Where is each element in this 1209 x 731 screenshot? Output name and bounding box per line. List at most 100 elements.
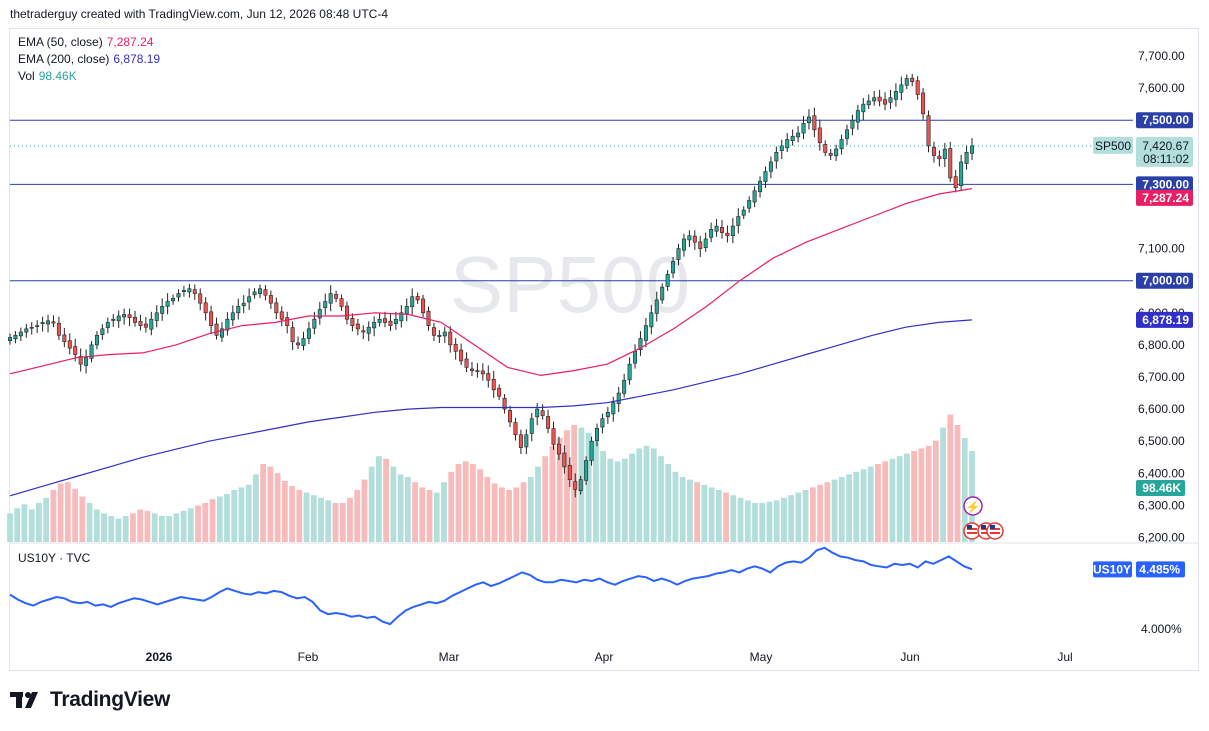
us10y-legend[interactable]: US10Y · TVC [18,551,91,565]
flag-stripe [967,532,977,534]
candle-body [796,132,801,138]
lightning-event-icon[interactable] [963,496,983,516]
volume-bar [43,497,50,542]
volume-bar [72,488,78,542]
candle-body [491,378,496,391]
volume-bar [361,479,368,542]
candle-body [230,312,235,321]
candle-body [40,322,45,325]
candle-body [888,97,893,103]
candle-body [241,302,246,307]
volume-bar [940,427,946,542]
volume-bar [209,499,216,542]
volume-bar [122,516,129,542]
candle-body [453,343,458,352]
candle-body [964,152,969,164]
candle-body [584,460,589,481]
candle-body [627,363,632,381]
volume-bar [115,518,122,542]
volume-bar [867,466,874,542]
volume-bar [650,448,657,542]
volume-bar [79,496,86,542]
legend-ema50-value: 7,287.24 [106,35,154,49]
price-axis-tick: 6,400.00 [1138,466,1185,480]
candle-body [116,315,121,322]
candle-body [768,161,773,172]
volume-bar [64,482,71,542]
volume-bar [289,486,295,542]
volume-bar [36,503,42,542]
candle-body [448,331,453,346]
volume-bar [694,482,701,542]
volume-bar [846,474,852,542]
volume-bar [549,445,556,542]
volume-bar [809,487,816,542]
candle-body [8,337,12,342]
volume-bar [86,503,93,542]
volume-bar [723,492,729,542]
candle-body [562,452,567,468]
candle-body [736,216,741,226]
legend-ema200-value: 6,878.19 [113,52,161,66]
volume-bar [607,458,614,542]
candle-body [622,379,627,394]
candle-body [970,145,974,154]
candle-body [268,295,273,304]
candle-body [692,235,697,243]
ema200-line [9,319,973,497]
candle-body [258,288,262,294]
candle-body [937,155,942,160]
volume-bar [520,482,527,542]
volume-bar [296,490,303,542]
candle-body [551,428,556,445]
candle-body [149,318,154,330]
candle-body [187,288,192,293]
volume-bar [310,495,317,542]
ema200-tag-bg [1136,311,1193,328]
ema50-line [9,188,973,377]
candle-body [399,312,404,322]
candle-body [665,273,670,287]
candle-body [747,200,752,209]
candle-body [111,318,116,321]
chart-header: thetraderguy created with TradingView.co… [10,7,388,21]
volume-bar [954,425,961,542]
flag-canton [967,525,972,529]
volume-bar [773,500,780,542]
candle-body [828,152,833,156]
time-axis-tick: Mar [439,650,460,664]
candle-body [29,326,34,329]
volume-bar [426,490,433,542]
candle-body [214,323,219,336]
volume-bar [332,503,339,542]
legend-volume[interactable]: Vol 98.46K [18,69,77,83]
volume-bar [592,440,599,542]
legend-ema200[interactable]: EMA (200, close) 6,878.19 [18,52,160,66]
volume-bar [947,414,954,542]
candle-body [138,321,143,326]
candle-body [910,77,915,82]
candle-body [720,227,724,233]
candle-body [89,344,94,359]
candle-body [518,434,523,448]
candle-body [834,148,839,157]
volume-bar [144,510,151,542]
volume-bar [484,477,491,542]
volume-bar [730,495,737,542]
candle-body [73,346,78,355]
candle-body [415,296,420,301]
us10y-symbol-tag-bg [1093,561,1132,578]
time-axis-tick: Jun [900,650,919,664]
volume-bar [390,466,397,542]
legend-ema50[interactable]: EMA (50, close) 7,287.24 [18,35,153,49]
candle-body [817,127,822,143]
candle-body [589,440,594,461]
candle-body [573,481,578,490]
candle-body [464,358,469,368]
tradingview-brand[interactable]: TradingView [10,688,170,712]
candle-body [893,91,898,100]
candle-body [290,327,295,342]
candle-body [872,97,877,102]
candle-body [279,311,284,320]
